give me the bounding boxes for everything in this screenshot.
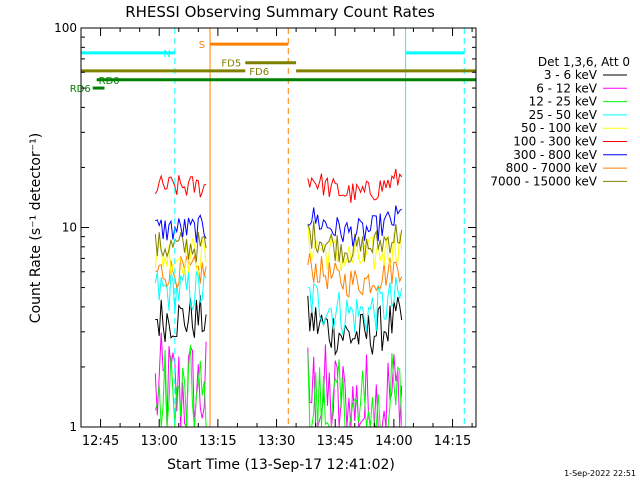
series-line-25-50kev-2 [307, 277, 403, 335]
legend-label: 100 - 300 keV [513, 135, 597, 149]
series-line-800-7000kev-1 [155, 254, 207, 289]
legend-label: 6 - 12 keV [536, 81, 598, 95]
series-line-50-100kev-2 [307, 223, 403, 272]
legend-label: 25 - 50 keV [529, 108, 598, 122]
y-tick-label: 100 [54, 21, 77, 35]
legend-title: Det 1,3,6, Att 0 [538, 55, 630, 69]
x-tick-label: 13:45 [316, 434, 353, 449]
series-line-12-25kev-1 [154, 344, 207, 428]
data-layer [154, 168, 403, 429]
flag-label-rd6: RD6 [70, 84, 91, 95]
y-axis-label: Count Rate (s⁻¹ detector⁻¹) [28, 133, 44, 323]
x-tick-label: 13:30 [258, 434, 295, 449]
flag-bars: N S FD5 FD6 RD0 RD6 [70, 40, 476, 95]
series-line-300-800kev-1 [155, 214, 207, 243]
x-tick-label: 14:00 [375, 434, 412, 449]
y-tick-label: 10 [62, 221, 77, 235]
series-line-7000-15000kev-2 [307, 220, 403, 264]
x-axis-label: Start Time (13-Sep-17 12:41:02) [167, 457, 395, 473]
flag-label-rd0: RD0 [99, 76, 120, 87]
series-line-100-300kev-1 [154, 174, 207, 198]
legend-label: 7000 - 15000 keV [490, 174, 597, 188]
flag-label-s: S [199, 40, 205, 51]
series-line-300-800kev-2 [307, 205, 403, 247]
legend-label: 12 - 25 keV [529, 95, 598, 109]
series-line-7000-15000kev-1 [154, 231, 207, 262]
series-line-800-7000kev-2 [307, 252, 403, 298]
series-line-50-100kev-1 [154, 238, 207, 276]
flag-label-n: N [163, 49, 170, 60]
x-tick-label: 12:45 [82, 434, 119, 449]
chart-title: RHESSI Observing Summary Count Rates [125, 3, 435, 21]
axes: 1 10 100 12:45 13:00 13:15 13:30 13:45 14:00 14:1… [54, 21, 476, 449]
flag-label-fd6: FD6 [249, 67, 269, 78]
x-tick-label: 14:15 [434, 434, 471, 449]
legend-label: 3 - 6 keV [544, 68, 598, 82]
legend-label: 300 - 800 keV [513, 148, 597, 162]
legend-label: 50 - 100 keV [521, 121, 598, 135]
series-line-100-300kev-2 [307, 168, 403, 203]
legend-label: 800 - 7000 keV [506, 161, 598, 175]
y-tick-label: 1 [69, 420, 77, 434]
flag-label-fd5: FD5 [221, 59, 241, 70]
series-line-3-6kev-1 [155, 295, 207, 343]
x-tick-label: 13:00 [140, 434, 177, 449]
timestamp: 1-Sep-2022 22:51 [564, 469, 636, 478]
x-tick-label: 13:15 [199, 434, 236, 449]
series-line-25-50kev-1 [154, 269, 207, 314]
